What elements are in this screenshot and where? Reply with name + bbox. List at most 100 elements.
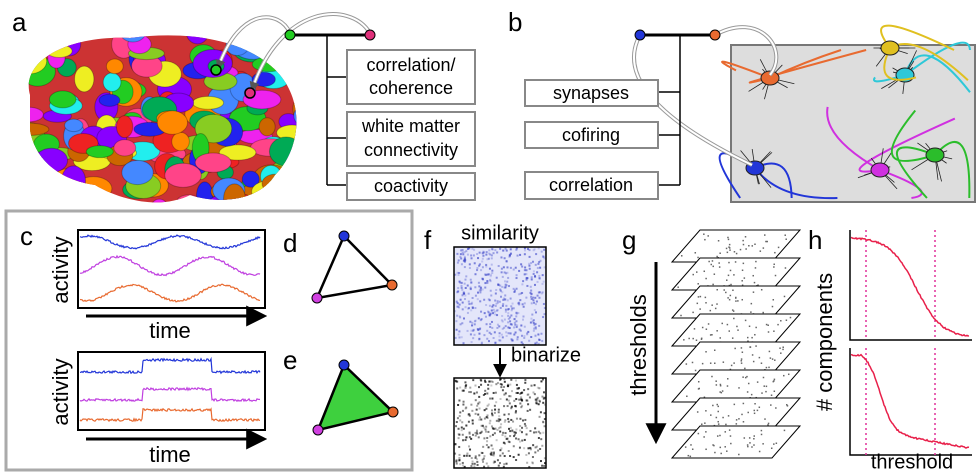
matrix-cell (503, 442, 505, 444)
layer-dot (755, 261, 757, 263)
layer-dot (716, 303, 718, 305)
matrix-cell (528, 265, 530, 267)
matrix-cell (514, 434, 516, 436)
matrix-cell (533, 319, 535, 321)
matrix-cell (489, 398, 491, 400)
matrix-cell (491, 327, 493, 329)
matrix-cell (530, 336, 532, 338)
layer-dot (773, 299, 775, 301)
brain-region (49, 91, 76, 108)
matrix-cell (515, 380, 517, 382)
matrix-cell (482, 252, 484, 254)
layer-dot (711, 264, 713, 266)
matrix-cell (489, 326, 491, 328)
matrix-cell (535, 402, 537, 404)
matrix-cell (517, 255, 519, 257)
matrix-cell (527, 331, 529, 333)
matrix-cell (479, 300, 481, 302)
matrix-cell (509, 430, 511, 432)
layer-dot (787, 405, 789, 407)
matrix-cell (476, 461, 478, 463)
matrix-cell (513, 445, 515, 447)
layer-dot (771, 448, 773, 450)
matrix-cell (469, 263, 471, 265)
matrix-cell (505, 309, 507, 311)
matrix-cell (540, 380, 542, 382)
matrix-cell (509, 320, 511, 322)
matrix-cell (510, 379, 512, 381)
matrix-cell (502, 389, 504, 391)
layer-dot (765, 391, 767, 393)
matrix-cell (534, 451, 536, 453)
matrix-cell (531, 385, 533, 387)
matrix-cell (523, 335, 525, 337)
matrix-cell (462, 439, 464, 441)
layer-dot (727, 385, 729, 387)
matrix-cell (487, 388, 489, 390)
matrix-cell (509, 402, 511, 404)
matrix-cell (461, 429, 463, 431)
matrix-cell (464, 257, 466, 259)
layer-dot (690, 456, 692, 458)
matrix-cell (493, 392, 495, 394)
layer-dot (702, 363, 704, 365)
matrix-cell (491, 452, 493, 454)
brain-region (19, 173, 38, 189)
matrix-cell (470, 404, 472, 406)
layer-dot (718, 406, 720, 408)
layer-dot (749, 442, 751, 444)
layer-dot (698, 381, 700, 383)
matrix-cell (506, 438, 508, 440)
matrix-cell (463, 293, 465, 295)
matrix-cell (523, 306, 525, 308)
matrix-cell (489, 305, 491, 307)
layer-dot (723, 289, 725, 291)
layer-dot (784, 234, 786, 236)
matrix-cell (505, 272, 507, 274)
matrix-cell (508, 441, 510, 443)
matrix-cell (483, 334, 485, 336)
layer-dot (681, 255, 683, 256)
matrix-cell (508, 400, 510, 402)
matrix-cell (467, 248, 469, 250)
matrix-cell (462, 464, 464, 466)
matrix-cell (499, 455, 501, 457)
matrix-cell (506, 250, 508, 252)
matrix-cell (456, 306, 458, 308)
matrix-cell (532, 299, 534, 301)
matrix-cell (544, 397, 546, 399)
layer-dot (747, 444, 749, 446)
layer-dot (764, 385, 766, 387)
matrix-cell (466, 455, 468, 457)
matrix-cell (487, 465, 489, 467)
matrix-cell (502, 299, 504, 301)
matrix-cell (456, 329, 458, 331)
matrix-cell (520, 263, 522, 265)
matrix-cell (505, 284, 507, 286)
layer-dot (765, 241, 767, 243)
matrix-cell (494, 300, 496, 302)
matrix-cell (510, 427, 512, 429)
matrix-cell (496, 251, 498, 253)
matrix-cell (459, 304, 461, 306)
matrix-cell (486, 463, 488, 465)
layer-dot (710, 310, 712, 312)
layer-dot (680, 315, 682, 317)
matrix-cell (497, 284, 499, 286)
matrix-cell (526, 333, 528, 335)
layer-dot (716, 404, 718, 406)
matrix-cell (481, 342, 483, 344)
layer-dot (773, 381, 775, 383)
panel-label: b (508, 7, 522, 37)
panel-c: activity time activity time (48, 230, 265, 467)
matrix-cell (537, 450, 539, 452)
layer-dot (705, 302, 707, 304)
matrix-cell (533, 431, 535, 433)
matrix-cell (472, 422, 474, 424)
x-axis-label: time (149, 442, 191, 467)
matrix-cell (505, 325, 507, 327)
matrix-cell (504, 435, 506, 437)
layer-dot (782, 346, 784, 348)
matrix-cell (531, 276, 533, 278)
layer-dot (715, 308, 717, 310)
